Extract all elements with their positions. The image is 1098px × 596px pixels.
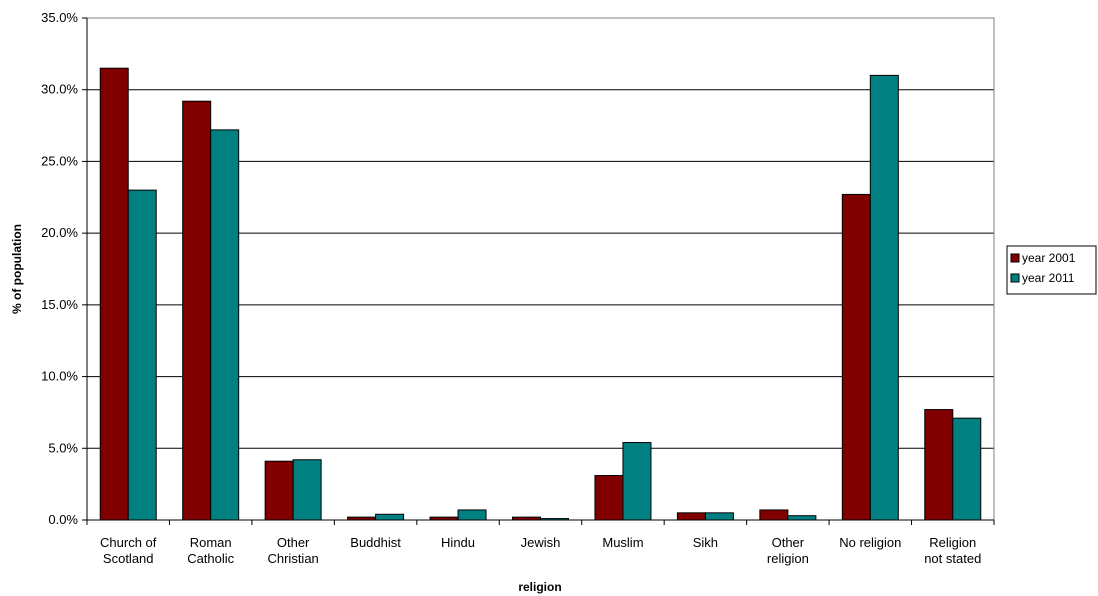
bar-year-2011 [704,512,734,521]
x-axis-title: religion [518,580,561,594]
x-tick-label: Religion not stated [924,535,981,566]
y-tick-label: 30.0% [41,82,78,97]
legend-swatch [1010,273,1020,283]
bar-year-2011 [292,459,322,521]
bar-year-2011 [869,74,899,521]
x-tick-label: Buddhist [350,535,401,550]
bar-year-2011 [622,442,652,521]
y-tick-label: 25.0% [41,153,78,168]
y-tick-label: 10.0% [41,369,78,384]
legend-label: year 2001 [1022,251,1076,265]
x-tick-label: Other Christian [267,535,318,566]
bars [99,67,982,521]
bar-year-2001 [841,193,871,521]
x-tick-label: Sikh [693,535,718,550]
bar-year-2011 [375,513,405,521]
bar-year-2011 [127,189,157,521]
bar-year-2011 [787,515,817,521]
bar-year-2001 [182,100,212,521]
y-tick-labels: 0.0% 5.0% 10.0% 15.0% 20.0% 25.0% 30.0% 35.0% [41,10,78,527]
x-tick-label: Roman Catholic [187,535,234,566]
y-tick-label: 0.0% [48,512,78,527]
x-tick-label: Other religion [767,535,809,566]
x-tick-label: No religion [839,535,901,550]
y-axis-title: % of population [10,224,24,314]
y-tick-label: 15.0% [41,297,78,312]
x-tick-label: Church of Scotland [100,535,157,566]
legend: year 2001 year 2011 [1006,245,1097,295]
bar-year-2001 [759,509,789,521]
bar-year-2001 [676,512,706,521]
bar-year-2011 [210,129,240,521]
x-tick-label: Hindu [441,535,475,550]
y-tick-label: 35.0% [41,10,78,25]
bar-year-2001 [99,67,129,521]
legend-label: year 2011 [1022,271,1075,285]
y-tick-label: 20.0% [41,225,78,240]
x-tick-labels: Church of Scotland Roman Catholic Other Chris… [100,535,981,566]
x-tick-label: Muslim [602,535,643,550]
bar-year-2001 [924,409,954,521]
axes [82,17,995,525]
x-tick-label: Jewish [521,535,561,550]
legend-frame [1006,245,1097,295]
legend-swatch [1010,253,1020,263]
y-tick-label: 5.0% [48,440,78,455]
bar-year-2011 [457,509,487,521]
bar-year-2001 [594,475,624,521]
bar-year-2011 [952,417,982,521]
bar-year-2001 [264,460,294,521]
